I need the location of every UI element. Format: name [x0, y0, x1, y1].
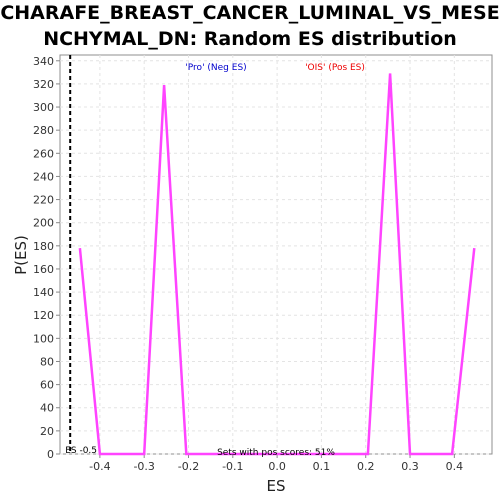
pos-es-label: 'OIS' (Pos ES)	[305, 63, 365, 73]
grid-layer	[60, 55, 492, 455]
x-tick-label: 0.0	[268, 460, 286, 473]
y-tick-label: 60	[40, 379, 54, 392]
y-tick-label: 320	[33, 78, 54, 91]
y-tick-label: 300	[33, 101, 54, 114]
y-tick-label: 260	[33, 147, 54, 160]
chart-title-line-2: NCHYMAL_DN: Random ES distribution	[43, 28, 457, 50]
y-tick-label: 140	[33, 286, 54, 299]
y-tick-label: 200	[33, 217, 54, 230]
x-tick-label: -0.3	[133, 460, 154, 473]
y-tick-label: 40	[40, 402, 54, 415]
plot-area	[59, 54, 493, 455]
x-tick-label: 0.4	[446, 460, 464, 473]
y-tick-label: 120	[33, 309, 54, 322]
y-tick-label: 20	[40, 425, 54, 438]
x-axis: -0.4 -0.3 -0.2 -0.1 0.0 0.1 0.2 0.3 0.4	[89, 454, 463, 473]
x-tick-label: -0.1	[222, 460, 243, 473]
x-axis-label: ES	[267, 477, 286, 495]
y-tick-label: 340	[33, 55, 54, 68]
y-axis: 0 20 40 60 80 100 120 140 160 180 200 220 240 260 280 3…	[33, 55, 60, 461]
y-tick-label: 180	[33, 240, 54, 253]
chart-title-line-1: CHARAFE_BREAST_CANCER_LUMINAL_VS_MESE	[0, 2, 500, 24]
chart-title: CHARAFE_BREAST_CANCER_LUMINAL_VS_MESE NC…	[0, 0, 500, 52]
x-tick-label: -0.2	[178, 460, 199, 473]
y-tick-label: 0	[47, 448, 54, 461]
x-tick-label: 0.2	[357, 460, 375, 473]
x-tick-label: 0.3	[401, 460, 419, 473]
es-marker-label: ES -0.5	[65, 446, 97, 456]
series-line	[78, 73, 476, 456]
x-tick-label: -0.4	[89, 460, 110, 473]
y-tick-label: 240	[33, 170, 54, 183]
x-tick-label: 0.1	[313, 460, 331, 473]
y-tick-label: 80	[40, 355, 54, 368]
y-tick-label: 160	[33, 263, 54, 276]
y-axis-label: P(ES)	[12, 235, 30, 275]
y-tick-label: 280	[33, 124, 54, 137]
y-tick-label: 100	[33, 332, 54, 345]
neg-es-label: 'Pro' (Neg ES)	[185, 63, 246, 73]
y-tick-label: 220	[33, 194, 54, 207]
sets-pos-scores-label: Sets with pos scores: 51%	[217, 448, 335, 458]
